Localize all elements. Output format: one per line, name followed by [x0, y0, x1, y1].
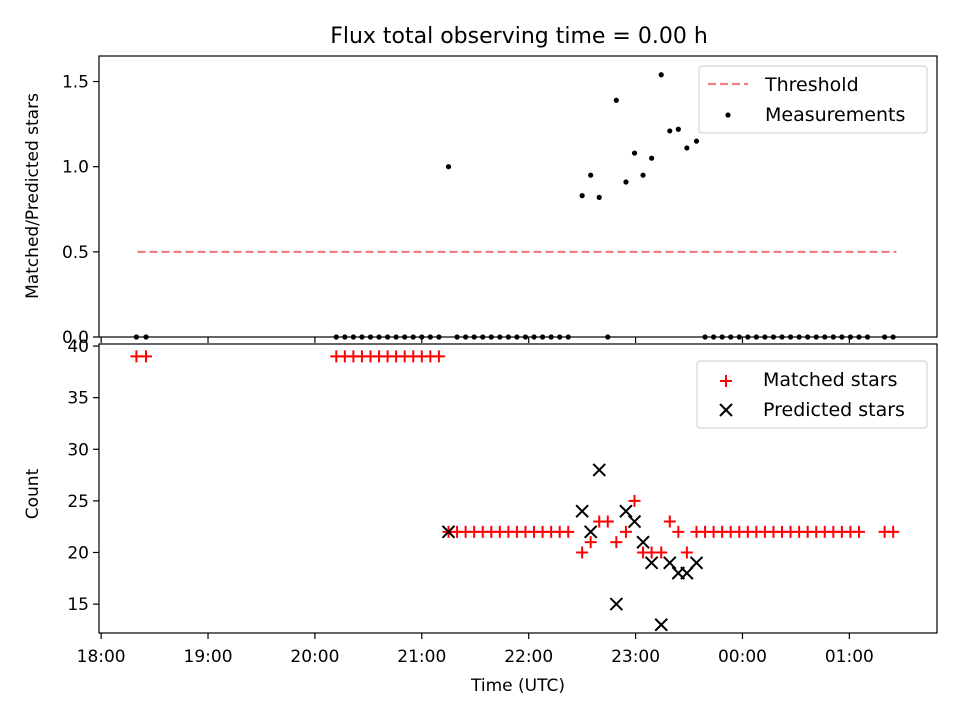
measurement-point	[613, 97, 619, 103]
matched-star-marker	[887, 525, 900, 538]
measurement-point	[631, 150, 638, 156]
measurement-point	[579, 193, 585, 199]
threshold-legend-label: Threshold	[764, 74, 859, 96]
matched-star-marker	[610, 536, 623, 549]
matched-legend-label: Matched stars	[763, 369, 897, 391]
predicted-star-marker	[592, 463, 606, 477]
ratio-legend: Threshold Measurements	[698, 65, 928, 134]
x-tick-label: 22:00	[504, 647, 553, 667]
count-panel: 15 20 25 30 35 40 18:00 19:00 20:00 21:00 22:00 23…	[23, 337, 938, 696]
count-y-tick-label: 40	[67, 337, 89, 357]
ratio-y-tick-label: 0.5	[62, 243, 89, 263]
count-y-tick-label: 30	[67, 440, 89, 460]
x-tick-label: 20:00	[290, 647, 339, 667]
predicted-star-marker	[654, 618, 668, 632]
count-y-axis-label: Count	[23, 468, 43, 519]
predicted-star-marker	[644, 556, 659, 570]
measurement-point	[596, 194, 602, 200]
chart-title: Flux total observing time = 0.00 h	[330, 24, 708, 49]
measurement-point	[684, 145, 690, 151]
measurements-legend-label: Measurements	[765, 104, 905, 126]
count-y-tick-label: 15	[67, 595, 89, 615]
x-tick-label: 01:00	[825, 647, 874, 667]
measurement-point	[588, 172, 594, 178]
measurement-point	[445, 164, 452, 170]
measurement-point	[667, 128, 673, 134]
ratio-x-ticks	[100, 337, 850, 343]
predicted-star-marker	[663, 556, 677, 570]
x-tick-label: 21:00	[397, 647, 446, 667]
count-y-ticks: 15 20 25 30 35 40	[67, 337, 99, 615]
predicted-star-marker	[609, 597, 624, 611]
matched-star-marker	[672, 525, 685, 538]
count-x-ticks: 18:00 19:00 20:00 21:00 22:00 23:00 00:00 01:00	[77, 633, 874, 667]
x-tick-label: 23:00	[611, 647, 660, 667]
measurement-point	[693, 138, 700, 144]
matched-star-marker	[655, 546, 668, 559]
x-tick-label: 00:00	[718, 647, 767, 667]
count-legend-box	[696, 360, 928, 429]
ratio-panel: 0.0 0.5 1.0 1.5 Matched/Predicted stars Thr…	[23, 55, 938, 348]
x-tick-label: 19:00	[184, 647, 233, 667]
matched-star-marker	[852, 525, 865, 538]
count-y-tick-label: 20	[67, 543, 89, 563]
measurement-point	[623, 179, 629, 185]
matched-star-marker	[432, 350, 445, 363]
ratio-legend-box	[698, 65, 928, 134]
ratio-y-ticks: 0.0 0.5 1.0 1.5	[62, 73, 99, 348]
matched-star-marker	[562, 525, 575, 538]
ratio-y-tick-label: 1.5	[62, 73, 89, 93]
ratio-axes-frame	[98, 55, 938, 338]
count-y-tick-label: 35	[67, 389, 89, 409]
predicted-star-marker	[636, 535, 650, 549]
predicted-star-marker	[627, 514, 642, 529]
measurements-legend-swatch	[725, 112, 731, 118]
ratio-y-axis-label: Matched/Predicted stars	[23, 93, 43, 299]
measurement-point	[649, 155, 655, 161]
count-y-tick-label: 25	[67, 492, 89, 512]
ratio-y-tick-label: 1.0	[62, 158, 89, 178]
matched-star-marker	[601, 515, 614, 528]
measurement-point	[658, 72, 664, 78]
predicted-star-marker	[575, 504, 589, 518]
predicted-star-marker	[441, 525, 456, 539]
predicted-star-marker	[689, 556, 704, 570]
matched-star-marker	[680, 546, 693, 559]
matched-star-marker	[576, 546, 589, 559]
ratio-y-tick-label: 0.0	[62, 328, 89, 348]
matched-star-marker	[663, 515, 676, 528]
matched-star-marker	[628, 494, 641, 507]
count-axes-frame	[98, 343, 938, 634]
x-axis-label: Time (UTC)	[470, 676, 565, 696]
matched-star-marker	[140, 350, 153, 363]
count-legend: Matched stars Predicted stars	[696, 360, 928, 429]
measurement-point	[640, 172, 646, 178]
count-plot-area	[130, 350, 900, 632]
matched-legend-swatch	[720, 375, 732, 387]
predicted-star-marker	[583, 525, 598, 539]
x-tick-label: 18:00	[77, 647, 126, 667]
matched-star-marker	[584, 536, 597, 549]
matched-star-marker	[619, 525, 632, 538]
predicted-legend-swatch	[719, 403, 733, 417]
measurement-point	[675, 126, 681, 132]
predicted-star-marker	[619, 504, 633, 518]
predicted-legend-label: Predicted stars	[763, 399, 905, 421]
